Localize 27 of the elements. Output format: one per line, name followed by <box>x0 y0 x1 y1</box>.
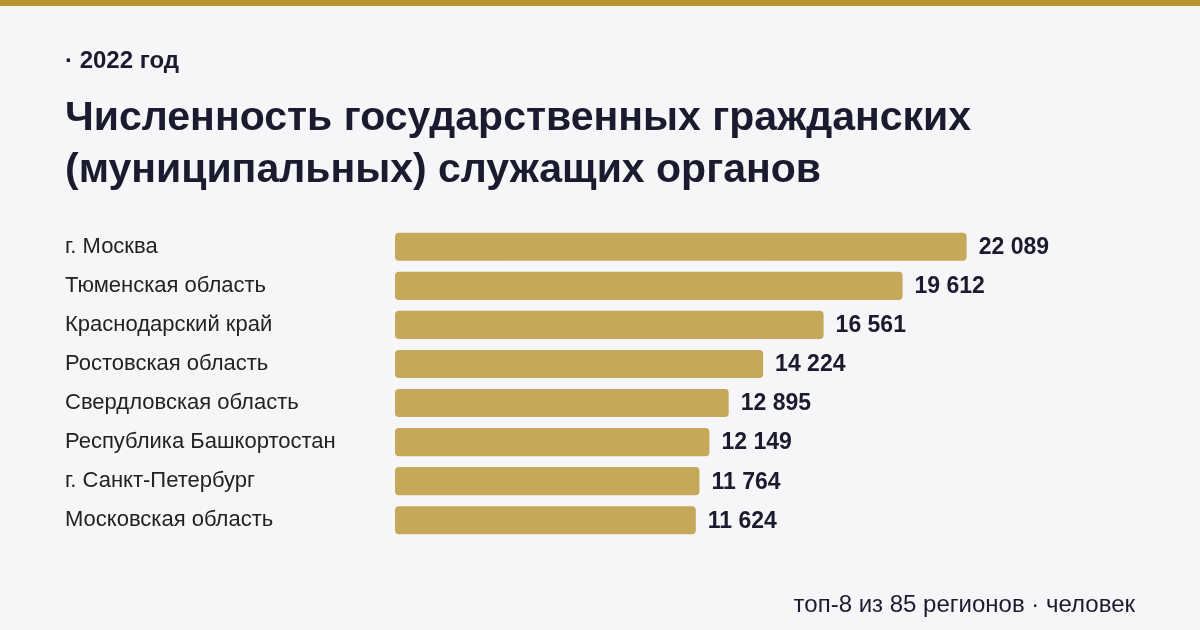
data-label: 14 224 <box>775 350 846 377</box>
data-label: 22 089 <box>978 233 1050 260</box>
y-tick-label: Республика Башкортостан <box>65 428 336 454</box>
y-tick-label: Московская область <box>65 506 274 532</box>
data-label: 19 612 <box>914 272 985 299</box>
bar <box>395 271 903 300</box>
data-label: 11 764 <box>711 467 781 494</box>
text: · 2022 год <box>65 46 179 74</box>
bar <box>395 310 824 339</box>
bar <box>395 349 764 379</box>
text: топ-8 из 85 регионов · человек <box>793 590 1135 618</box>
y-tick-label: Ростовская область <box>65 350 269 376</box>
y-tick-label: Свердловская область <box>65 389 299 415</box>
y-tick-label: г. Санкт-Петербург <box>65 467 256 493</box>
bar <box>395 232 967 261</box>
bar <box>395 428 710 457</box>
bar <box>395 506 696 535</box>
y-tick-label: г. Москва <box>65 232 159 258</box>
bar <box>395 388 729 418</box>
y-tick-label: Тюменская область <box>65 271 267 297</box>
chart-title: Численность государственных гражданских (муниципальных) служащих органов <box>65 92 973 193</box>
data-label: 12 895 <box>740 389 812 416</box>
data-label: 16 561 <box>835 311 907 338</box>
data-label: 12 149 <box>721 428 792 455</box>
y-tick-label: Краснодарский край <box>65 310 273 336</box>
bar <box>395 467 700 496</box>
data-label: 11 624 <box>707 506 778 533</box>
